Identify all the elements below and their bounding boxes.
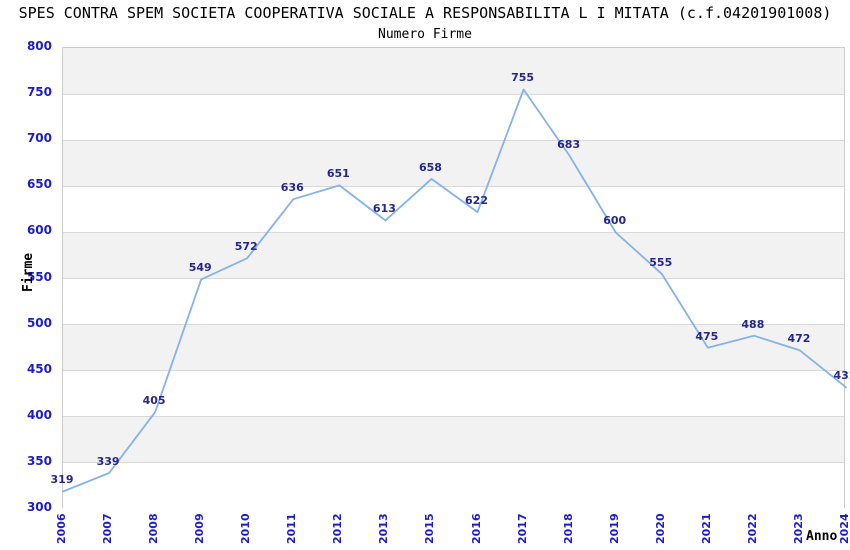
x-tick-label: 2019 [607, 513, 621, 544]
gridline [63, 370, 844, 372]
x-tick-label: 2015 [423, 513, 437, 544]
firme-line-series [62, 88, 847, 493]
plot-band [63, 140, 844, 187]
x-axis-title: Anno [806, 529, 838, 544]
plot-band [63, 370, 844, 417]
y-tick-label: 600 [26, 223, 52, 238]
data-label: 572 [234, 240, 258, 254]
gridline [63, 416, 844, 418]
plot-band [63, 416, 844, 463]
x-tick-label: 2013 [377, 513, 391, 544]
x-tick-label: 2008 [147, 513, 161, 544]
data-label: 549 [188, 261, 212, 275]
data-label: 755 [511, 71, 535, 85]
x-tick-label: 2016 [469, 513, 483, 544]
data-label: 613 [372, 202, 396, 216]
gridline [63, 278, 844, 279]
plot-band [63, 232, 844, 279]
data-label: 651 [326, 167, 350, 181]
data-label: 683 [557, 137, 581, 151]
y-axis-title: Firme [21, 252, 36, 292]
x-tick-label: 2010 [239, 513, 253, 544]
line-series-canvas [62, 88, 847, 493]
x-tick-label: 2007 [101, 513, 115, 544]
y-tick-label: 750 [26, 85, 52, 100]
data-label: 658 [418, 160, 442, 174]
plot-band [63, 462, 844, 509]
plot-area [62, 47, 847, 509]
plot-band [63, 324, 844, 371]
y-tick-label: 550 [26, 269, 52, 284]
data-label: 472 [787, 332, 811, 346]
gridline [63, 93, 844, 95]
data-label: 339 [96, 455, 120, 469]
y-tick-label: 700 [26, 131, 52, 146]
data-label: 319 [50, 473, 74, 487]
x-tick-label: 2020 [653, 513, 667, 544]
x-tick-label: 2021 [699, 513, 713, 544]
data-label: 405 [142, 394, 166, 408]
y-tick-label: 400 [26, 407, 52, 422]
data-label: 475 [695, 329, 719, 343]
x-tick-label: 2018 [561, 513, 575, 544]
x-tick-label: 2012 [331, 513, 345, 544]
gridline [63, 231, 844, 233]
y-tick-label: 450 [26, 361, 52, 376]
x-tick-label: 2022 [745, 513, 759, 544]
data-label: 432 [833, 369, 850, 383]
x-tick-label: 2009 [193, 513, 207, 544]
data-label: 636 [280, 181, 304, 195]
gridline [63, 462, 844, 464]
plot-band [63, 48, 844, 95]
data-label: 555 [649, 255, 673, 269]
y-tick-label: 350 [26, 453, 52, 468]
chart-subtitle: Numero Firme [378, 27, 472, 42]
x-tick-label: 2024 [838, 513, 850, 544]
gridline [63, 324, 844, 326]
gridline [63, 185, 844, 187]
y-tick-label: 800 [26, 39, 52, 53]
gridline [63, 139, 844, 141]
chart-title: SPES CONTRA SPEM SOCIETA COOPERATIVA SOC… [18, 4, 832, 22]
data-label: 488 [741, 317, 765, 331]
y-tick-label: 650 [26, 177, 52, 192]
x-tick-label: 2023 [791, 513, 805, 544]
plot-band [63, 94, 844, 141]
data-label: 622 [465, 194, 488, 208]
data-label: 600 [603, 214, 627, 228]
y-tick-label: 300 [26, 500, 52, 514]
x-tick-label: 2011 [285, 513, 299, 544]
y-tick-label: 500 [26, 315, 52, 330]
x-tick-label: 2017 [515, 513, 529, 544]
x-tick-label: 2006 [55, 513, 68, 544]
